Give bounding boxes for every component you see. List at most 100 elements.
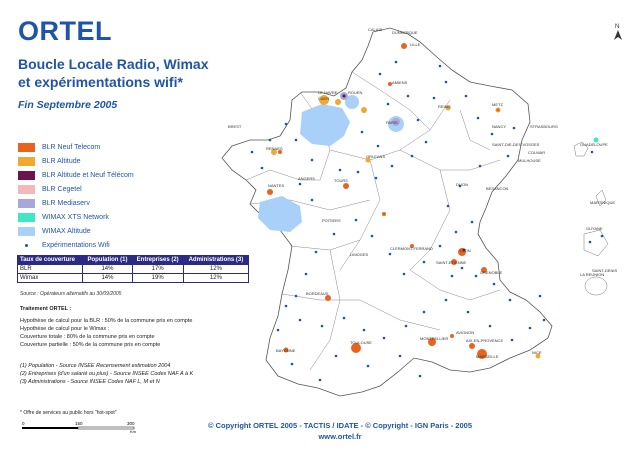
city-label: MARSEILLE: [476, 354, 499, 359]
north-arrow-icon: N: [614, 24, 622, 40]
city-label: BESANCON: [486, 186, 509, 191]
city-label: MULHOUSE: [518, 158, 541, 163]
note-line: Couverture totale : 80% de la commune pr…: [20, 334, 155, 340]
note-line: Hypothèse de calcul pour la BLR : 50% de…: [20, 318, 193, 324]
city-label: AVIGNON: [456, 330, 474, 335]
city-label: MONTPELLIER: [420, 336, 448, 341]
scale-tick: 0: [22, 421, 25, 426]
city-label: CAEN: [318, 96, 329, 101]
scale-unit: Km: [130, 429, 137, 434]
legend-item-blr-cegetel: BLR Cegetel: [18, 183, 82, 195]
hotspot-note: * Offre de services au public hors "hot-…: [20, 410, 117, 416]
legend-item-wimax-altitude: WIMAX Altitude: [18, 225, 91, 237]
legend-item-wimax-xts: WIMAX XTS Network: [18, 211, 109, 223]
coverage-table: Taux de couverture Population (1) Entrep…: [16, 255, 250, 283]
legend-label: Expérimentations Wifi: [42, 241, 110, 249]
legend-swatch: [18, 198, 35, 208]
legend-swatch: [18, 142, 35, 152]
city-label: SAINT-ETIENNE: [436, 260, 467, 265]
blr-altitude-areas: [271, 95, 541, 359]
notes-title: Traitement ORTEL :: [20, 306, 72, 312]
city-label: NANTES: [268, 183, 285, 188]
dom-insets: [573, 141, 609, 296]
city-label: MARTINIQUE: [590, 200, 615, 205]
dot-icon: [18, 241, 35, 250]
legend-swatch: [18, 184, 35, 194]
city-label: RENNES: [266, 146, 283, 151]
footnote-entreprises: (2) Entreprises (d'un salarié ou plus) -…: [20, 371, 194, 377]
city-label: BAYONNE: [276, 348, 296, 353]
table-cell: 19%: [131, 273, 184, 283]
legend-label: BLR Cegetel: [42, 185, 82, 193]
city-label: ANGERS: [298, 176, 315, 181]
note-line: Hypothèse de calcul pour le Wimax :: [20, 326, 110, 332]
city-label: POITIERS: [322, 218, 341, 223]
wifi-experimentation-points: [250, 60, 604, 382]
city-label: NICE: [532, 350, 542, 355]
city-labels: CALAIS DUNKERQUE LILLE AMIENS ROUEN LE H…: [228, 27, 617, 359]
table-cell: Wimax: [16, 273, 84, 283]
legend-label: WIMAX Altitude: [42, 227, 91, 235]
wimax-altitude-areas: [258, 95, 404, 232]
table-row: Wimax 14% 19% 12%: [16, 273, 250, 283]
city-label: GUYANE: [586, 226, 603, 231]
city-label: BREST: [228, 124, 242, 129]
map-date: Fin Septembre 2005: [18, 99, 118, 111]
website-link[interactable]: www.ortel.fr: [318, 432, 362, 441]
legend-label: BLR Altitude: [42, 157, 81, 165]
footnote-population: (1) Population - Source INSEE Recensemen…: [20, 363, 171, 369]
blr-altitude-neuf-areas: [342, 94, 466, 252]
north-label: N: [615, 24, 619, 30]
legend-swatch: [18, 212, 35, 222]
city-label: STRASBOURG: [530, 124, 558, 129]
city-label: AIX-EN-PROVENCE: [466, 338, 503, 343]
legend-item-blr-mediaserv: BLR Mediaserv: [18, 197, 90, 209]
legend-swatch: [18, 170, 35, 180]
city-label: LE HAVRE: [318, 90, 338, 95]
region-borders: [245, 71, 501, 371]
map-title-line2: et expérimentations wifi*: [18, 74, 183, 90]
city-label: DUNKERQUE: [392, 30, 418, 35]
city-label: GRENOBLE: [480, 270, 503, 275]
city-label: TOURS: [334, 178, 348, 183]
map-title-line1: Boucle Locale Radio, Wimax: [18, 56, 209, 72]
city-label: SAINT-DENIS: [592, 268, 617, 273]
city-label: PARIS: [386, 120, 398, 125]
brand-logo-text: ORTEL: [18, 16, 112, 46]
city-label: METZ: [492, 102, 503, 107]
city-label: LILLE: [410, 42, 421, 47]
source-note: Source : Opérateurs alternatifs au 30/09…: [20, 291, 122, 297]
legend-swatch: [18, 226, 35, 236]
city-label: LA REUNION: [580, 272, 604, 277]
note-line: Couverture partielle : 50% de la commune…: [20, 342, 161, 348]
legend-item-blr-neuf: BLR Neuf Telecom: [18, 141, 100, 153]
scale-tick: 300: [127, 421, 135, 426]
legend-item-blr-altitude: BLR Altitude: [18, 155, 81, 167]
scale-bar: 0 150 300 Km: [22, 421, 137, 434]
legend-label: BLR Mediaserv: [42, 199, 90, 207]
city-label: ORLEANS: [366, 154, 385, 159]
city-label: ROUEN: [348, 90, 363, 95]
legend-label: BLR Neuf Telecom: [42, 143, 101, 151]
copyright-text: © Copyright ORTEL 2005 - TACTIS / IDATE …: [207, 421, 472, 430]
legend-item-blr-altitude-neuf: BLR Altitude et Neuf Télécom: [18, 169, 134, 181]
legend-item-wifi: Expérimentations Wifi: [18, 239, 110, 251]
legend-label: WIMAX XTS Network: [42, 213, 109, 221]
table-cell: 12%: [182, 273, 250, 283]
city-label: COLMAR: [528, 150, 545, 155]
footnote-administrations: (3) Administrations - Source INSEE Codes…: [20, 379, 160, 385]
city-label: GUADELOUPE: [580, 142, 608, 147]
blr-neuf-areas: [267, 43, 500, 359]
city-label: DIJON: [456, 182, 468, 187]
legend-label: BLR Altitude et Neuf Télécom: [42, 171, 134, 179]
city-label: CALAIS: [368, 27, 383, 32]
city-label: SAINT-DIE-DES-VOSGES: [492, 142, 540, 147]
city-label: LIMOGES: [350, 252, 369, 257]
city-label: TOULOUSE: [350, 340, 372, 345]
scale-tick: 150: [75, 421, 83, 426]
city-label: REIMS: [438, 104, 451, 109]
city-label: NANCY: [492, 124, 506, 129]
city-label: AMIENS: [392, 80, 408, 85]
legend-swatch: [18, 156, 35, 166]
